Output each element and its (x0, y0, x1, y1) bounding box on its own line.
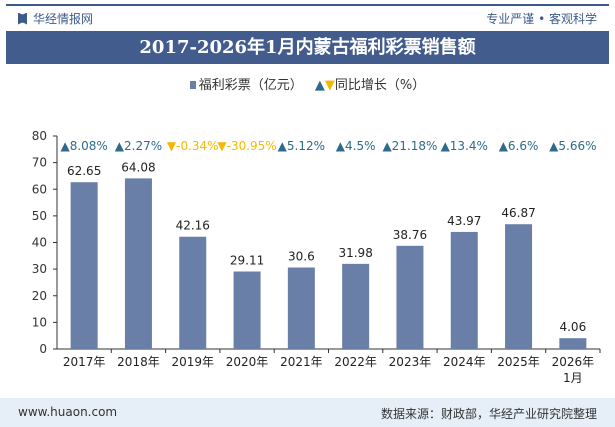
x-tick-label: 1月 (563, 371, 583, 385)
growth-label: ▼-30.95% (217, 139, 276, 153)
triangle-up-icon: ▲ (314, 78, 325, 93)
bar (396, 245, 424, 349)
bar-swatch-icon (189, 81, 196, 89)
bar (70, 182, 98, 349)
bar-value-label: 64.08 (121, 160, 155, 174)
triangle-down-icon: ▼ (324, 78, 335, 93)
top-rule (6, 4, 609, 6)
growth-label: ▲4.5% (336, 139, 376, 153)
bar-value-label: 4.06 (559, 320, 586, 334)
bar-value-label: 46.87 (501, 206, 535, 220)
bar (450, 231, 478, 349)
growth-label: ▼-0.34% (167, 139, 219, 153)
bar-value-label: 62.65 (67, 164, 101, 178)
bar-value-label: 43.97 (447, 214, 481, 228)
y-tick-label: 20 (32, 289, 47, 303)
logo-icon (18, 12, 27, 25)
y-tick-label: 0 (39, 342, 47, 356)
y-tick-label: 50 (32, 209, 47, 223)
x-tick-label: 2024年 (443, 355, 486, 369)
bar (559, 338, 587, 349)
bar (179, 236, 207, 349)
growth-label: ▲6.6% (499, 139, 539, 153)
legend: 福利彩票（亿元） ▲▼同比增长（%） (0, 74, 615, 93)
legend-growth: ▲▼同比增长（%） (314, 78, 426, 93)
brand: 华经情报网 (18, 10, 93, 27)
bar-value-label: 29.11 (230, 253, 264, 267)
y-tick-label: 10 (32, 315, 47, 329)
bar-value-label: 38.76 (393, 228, 427, 242)
growth-label: ▲21.18% (382, 139, 437, 153)
footer-url[interactable]: www.huaon.com (18, 405, 118, 419)
y-tick-label: 80 (32, 129, 47, 143)
bar-value-label: 30.6 (288, 250, 315, 264)
x-tick-label: 2025年 (497, 355, 540, 369)
x-tick-label: 2017年 (63, 355, 106, 369)
y-tick-label: 40 (32, 236, 47, 250)
slogan: 专业严谨 • 客观科学 (486, 12, 597, 26)
chart-title: 2017-2026年1月内蒙古福利彩票销售额 (6, 31, 609, 64)
footer-source: 数据来源：财政部，华经产业研究院整理 (380, 407, 597, 421)
x-tick-label: 2019年 (171, 355, 214, 369)
site-name: 华经情报网 (33, 12, 94, 26)
y-tick-label: 60 (32, 182, 47, 196)
bar (342, 263, 370, 349)
x-tick-label: 2021年 (280, 355, 323, 369)
bar (233, 271, 261, 349)
x-tick-label: 2018年 (117, 355, 160, 369)
growth-label: ▲13.4% (441, 139, 488, 153)
legend-bar: 福利彩票（亿元） (189, 78, 303, 93)
bar (124, 178, 152, 349)
x-tick-label: 2022年 (334, 355, 377, 369)
growth-label: ▲5.12% (278, 139, 325, 153)
x-tick-label: 2026年 (552, 355, 595, 369)
growth-label: ▲8.08% (60, 139, 107, 153)
bar-value-label: 31.98 (338, 246, 372, 260)
footer: www.huaon.com 数据来源：财政部，华经产业研究院整理 (0, 398, 615, 427)
growth-label: ▲5.66% (549, 139, 596, 153)
bar (505, 224, 533, 349)
y-tick-label: 30 (32, 262, 47, 276)
bar-value-label: 42.16 (176, 219, 210, 233)
y-tick-label: 70 (32, 156, 47, 170)
x-tick-label: 2023年 (389, 355, 432, 369)
growth-label: ▲2.27% (115, 139, 162, 153)
bar (287, 267, 315, 349)
x-tick-label: 2020年 (226, 355, 269, 369)
